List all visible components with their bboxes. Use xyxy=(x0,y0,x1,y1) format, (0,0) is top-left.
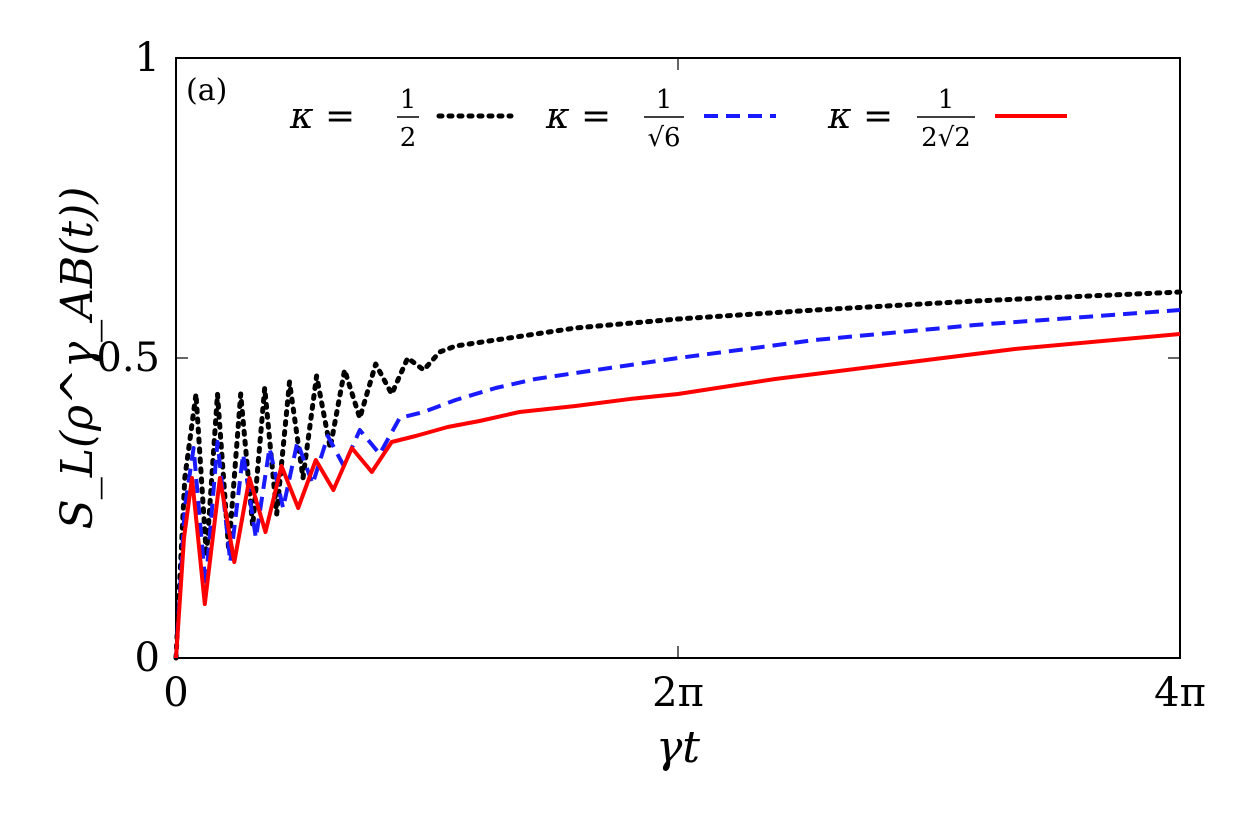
legend-item-3: κ = 1 2√2 xyxy=(827,85,1067,153)
x-tick-label: 4π xyxy=(1154,670,1206,716)
legend-fraction-denominator: 2√2 xyxy=(921,123,971,153)
axis-ticks: 0 2π 4π 0 0.5 1 xyxy=(96,35,1206,716)
x-tick-label: 0 xyxy=(163,670,188,716)
legend-fraction-numerator: 1 xyxy=(400,85,417,115)
legend-fraction-denominator: √6 xyxy=(647,123,680,153)
legend: κ = 1 2 κ = 1 √6 κ = 1 2√2 xyxy=(289,85,1067,153)
legend-fraction-numerator: 1 xyxy=(938,85,955,115)
panel-label: (a) xyxy=(186,73,227,108)
y-tick-label: 0.5 xyxy=(96,335,160,381)
y-tick-label: 1 xyxy=(135,35,160,81)
legend-fraction-denominator: 2 xyxy=(400,123,417,153)
legend-kappa-label: κ = xyxy=(827,96,893,137)
legend-item-1: κ = 1 2 xyxy=(289,85,514,153)
legend-kappa-label: κ = xyxy=(289,96,355,137)
series-line-1 xyxy=(173,289,1183,661)
y-axis-title: S_L(ρ^γ_AB(t)) xyxy=(52,187,103,530)
x-axis-title: γt xyxy=(656,722,700,773)
legend-item-2: κ = 1 √6 xyxy=(545,85,776,153)
series-line-3 xyxy=(174,332,1181,659)
series-layer xyxy=(173,289,1183,661)
legend-kappa-label: κ = xyxy=(545,96,611,137)
y-tick-label: 0 xyxy=(135,635,160,681)
series-line-2 xyxy=(174,308,1181,659)
legend-fraction-numerator: 1 xyxy=(656,85,673,115)
x-tick-label: 2π xyxy=(652,670,704,716)
